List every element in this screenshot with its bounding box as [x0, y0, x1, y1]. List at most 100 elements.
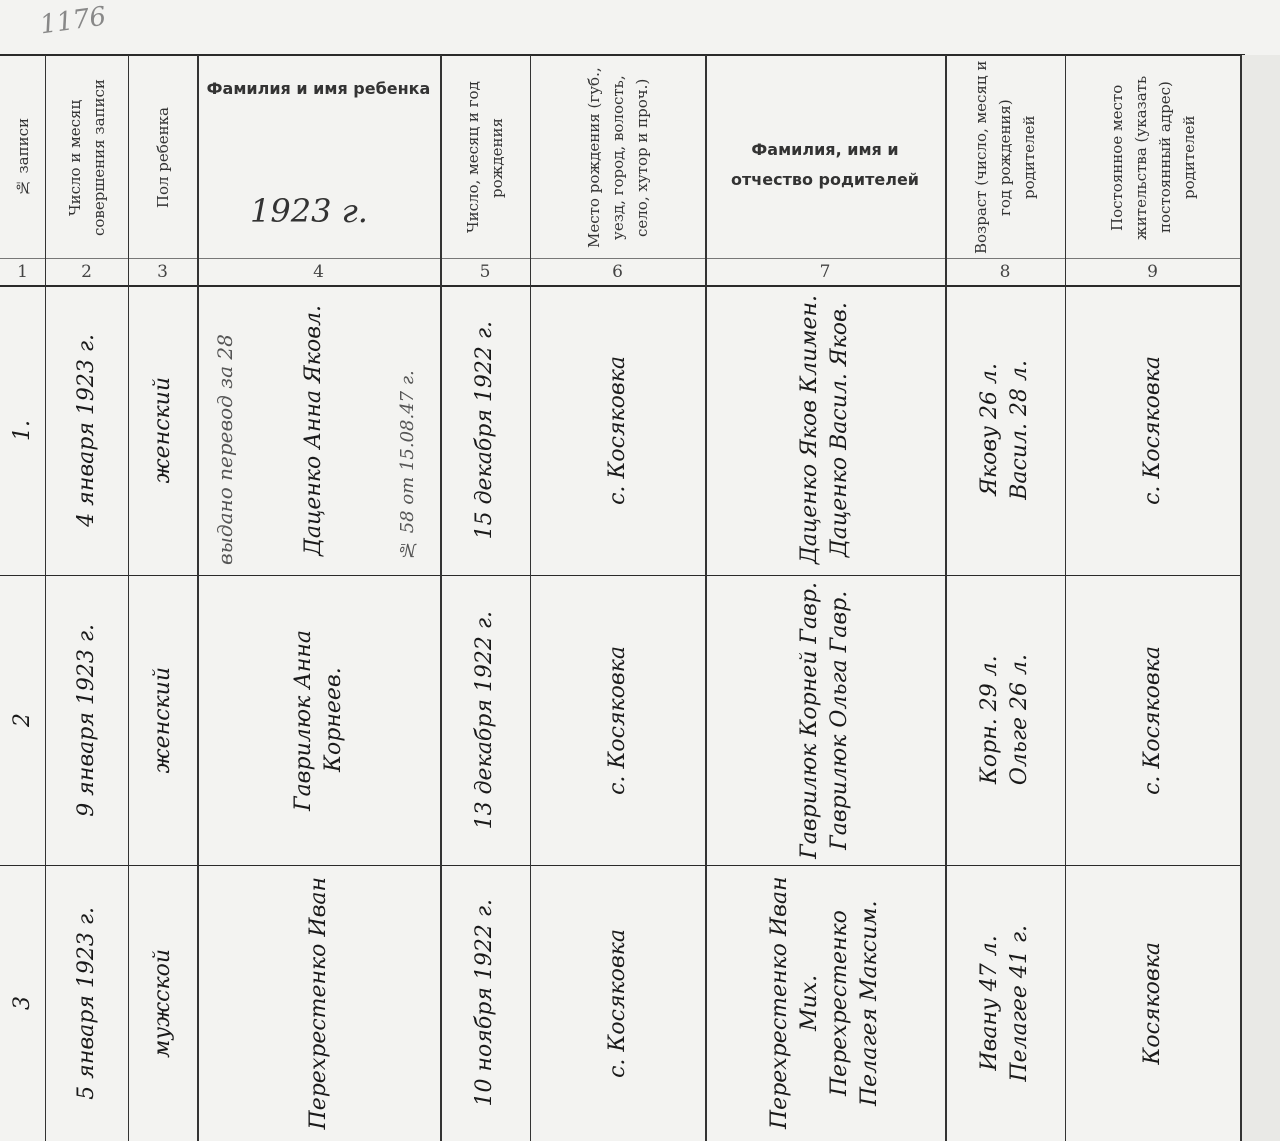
child-sex: женский: [149, 666, 175, 774]
column-number-cell: 3: [128, 259, 197, 285]
residence-cell: с. Косяковка: [1069, 581, 1236, 859]
record-number-cell: 1.: [4, 291, 41, 569]
child-name: Гаврилюк Анна Корнеев.: [290, 629, 346, 811]
column-number-cell: 1: [0, 259, 45, 285]
sheet-number: 1176: [38, 1, 108, 41]
child-sex: женский: [149, 376, 175, 484]
page-edge: [1240, 55, 1280, 1141]
column-number: 4: [313, 262, 324, 282]
table-top-border: [0, 54, 1245, 56]
column-number-cell: 7: [705, 259, 945, 285]
birth-date-cell: 13 декабря 1922 г.: [444, 581, 526, 859]
issued-note: выдано перевод за 28: [213, 334, 237, 565]
header-child-name-cell: Фамилия и имя ребенка: [201, 60, 436, 185]
column-divider: [128, 55, 129, 1141]
record-date: 5 января 1923 г.: [73, 906, 99, 1100]
column-number: 2: [81, 262, 92, 282]
column-number-cell: 8: [945, 259, 1065, 285]
column-number: 5: [479, 262, 491, 282]
birth-place: с. Косяковка: [604, 355, 630, 505]
birth-date: 15 декабря 1922 г.: [472, 320, 497, 540]
header-residence-cell: Постоянное место жительства (указать пос…: [1069, 60, 1236, 255]
header-record-date-cell: Число и месяц совершения записи: [49, 60, 124, 255]
column-number: 3: [157, 262, 168, 282]
child-sex: мужской: [149, 948, 175, 1058]
parents-names: Перехрестенко Иван Мих. Перехрестенко Пел…: [767, 876, 882, 1130]
record-number: 2: [9, 713, 35, 727]
record-number-cell: 2: [4, 581, 41, 859]
parents-ages: Ивану 47 л. Пелагее 41 г.: [977, 924, 1032, 1082]
column-number: 6: [612, 262, 623, 282]
column-number-cell: 5: [440, 259, 530, 285]
row-divider: [0, 575, 1245, 576]
row-divider: [0, 865, 1245, 866]
record-date: 9 января 1923 г.: [73, 623, 99, 817]
column-divider: [945, 55, 947, 1141]
child-name: Перехрестенко Иван: [305, 876, 331, 1130]
column-number: 7: [819, 262, 831, 282]
column-number: 9: [1147, 262, 1158, 282]
child-name-cell: Перехрестенко Иван: [201, 871, 436, 1135]
birth-place: с. Косяковка: [604, 928, 630, 1078]
parents-ages: Корн. 29 л. Ольге 26 л.: [977, 654, 1032, 786]
column-number-cell: 6: [530, 259, 705, 285]
parents-names: Даценко Яков Климен. Даценко Васил. Яков.: [797, 295, 852, 565]
header-birth-date: Число, месяц и год рождения: [464, 81, 506, 234]
header-record-number: № записи: [13, 118, 32, 197]
column-divider: [197, 55, 199, 1141]
header-birth-place: Место рождения (губ., уезд, город, волос…: [584, 67, 651, 248]
record-date: 4 января 1923 г.: [73, 333, 99, 527]
header-child-sex: Пол ребенка: [153, 106, 172, 209]
residence: Косяковка: [1139, 941, 1165, 1065]
birth-place-cell: с. Косяковка: [534, 291, 701, 569]
header-residence: Постоянное место жительства (указать пос…: [1107, 75, 1198, 240]
header-parents-ages-cell: Возраст (число, месяц и год рождения) ро…: [949, 60, 1061, 255]
birth-place-cell: с. Косяковка: [534, 871, 701, 1135]
parents-names: Гаврилюк Корней Гавр. Гаврилюк Ольга Гавр…: [797, 581, 852, 859]
parents-names-cell: Даценко Яков Климен. Даценко Васил. Яков.: [709, 291, 941, 569]
header-record-number-cell: № записи: [4, 60, 41, 255]
parents-ages-cell: Ивану 47 л. Пелагее 41 г.: [949, 871, 1061, 1135]
year-stamp: 1923 г.: [250, 192, 368, 230]
record-date-cell: 5 января 1923 г.: [49, 871, 124, 1135]
record-number-cell: 3: [4, 871, 41, 1135]
header-birth-date-cell: Число, месяц и год рождения: [444, 60, 526, 255]
column-divider: [1065, 55, 1066, 1141]
birth-date-cell: 10 ноября 1922 г.: [444, 871, 526, 1135]
parents-ages-cell: Корн. 29 л. Ольге 26 л.: [949, 581, 1061, 859]
header-parents-ages: Возраст (число, месяц и год рождения) ро…: [972, 60, 1038, 255]
residence-cell: с. Косяковка: [1069, 291, 1236, 569]
residence: с. Косяковка: [1139, 355, 1165, 505]
child-sex-cell: женский: [132, 291, 193, 569]
birth-date: 13 декабря 1922 г.: [472, 610, 497, 830]
header-parents-names-cell: Фамилия, имя и отчество родителей: [709, 60, 941, 255]
parents-names-cell: Перехрестенко Иван Мих. Перехрестенко Пел…: [709, 871, 941, 1135]
record-number: 1.: [9, 419, 35, 441]
record-date-cell: 9 января 1923 г.: [49, 581, 124, 859]
column-number: 8: [999, 262, 1011, 282]
header-child-sex-cell: Пол ребенка: [132, 60, 193, 255]
parents-names-cell: Гаврилюк Корней Гавр. Гаврилюк Ольга Гавр…: [709, 581, 941, 859]
birth-date: 10 ноября 1922 г.: [472, 899, 497, 1107]
header-parents-names: Фамилия, имя и отчество родителей: [730, 139, 920, 189]
row-divider: [0, 285, 1245, 287]
parents-ages: Якову 26 л. Васил. 28 л.: [977, 360, 1032, 500]
child-sex-cell: мужской: [132, 871, 193, 1135]
birth-place-cell: с. Косяковка: [534, 581, 701, 859]
header-divider: [0, 258, 1245, 259]
column-divider: [440, 55, 442, 1141]
column-number-cell: 9: [1065, 259, 1240, 285]
residence: с. Косяковка: [1139, 645, 1165, 795]
record-number: 3: [9, 996, 35, 1010]
child-sex-cell: женский: [132, 581, 193, 859]
header-record-date: Число и месяц совершения записи: [65, 79, 108, 236]
birth-date-cell: 15 декабря 1922 г.: [444, 291, 526, 569]
column-divider: [530, 55, 531, 1141]
record-date-cell: 4 января 1923 г.: [49, 291, 124, 569]
parents-ages-cell: Якову 26 л. Васил. 28 л.: [949, 291, 1061, 569]
birth-place: с. Косяковка: [604, 645, 630, 795]
column-divider: [45, 55, 46, 1141]
column-number-cell: 4: [197, 259, 440, 285]
child-name: Даценко Анна Яковл.: [300, 304, 326, 556]
header-child-name: Фамилия и имя ребенка: [206, 79, 431, 98]
